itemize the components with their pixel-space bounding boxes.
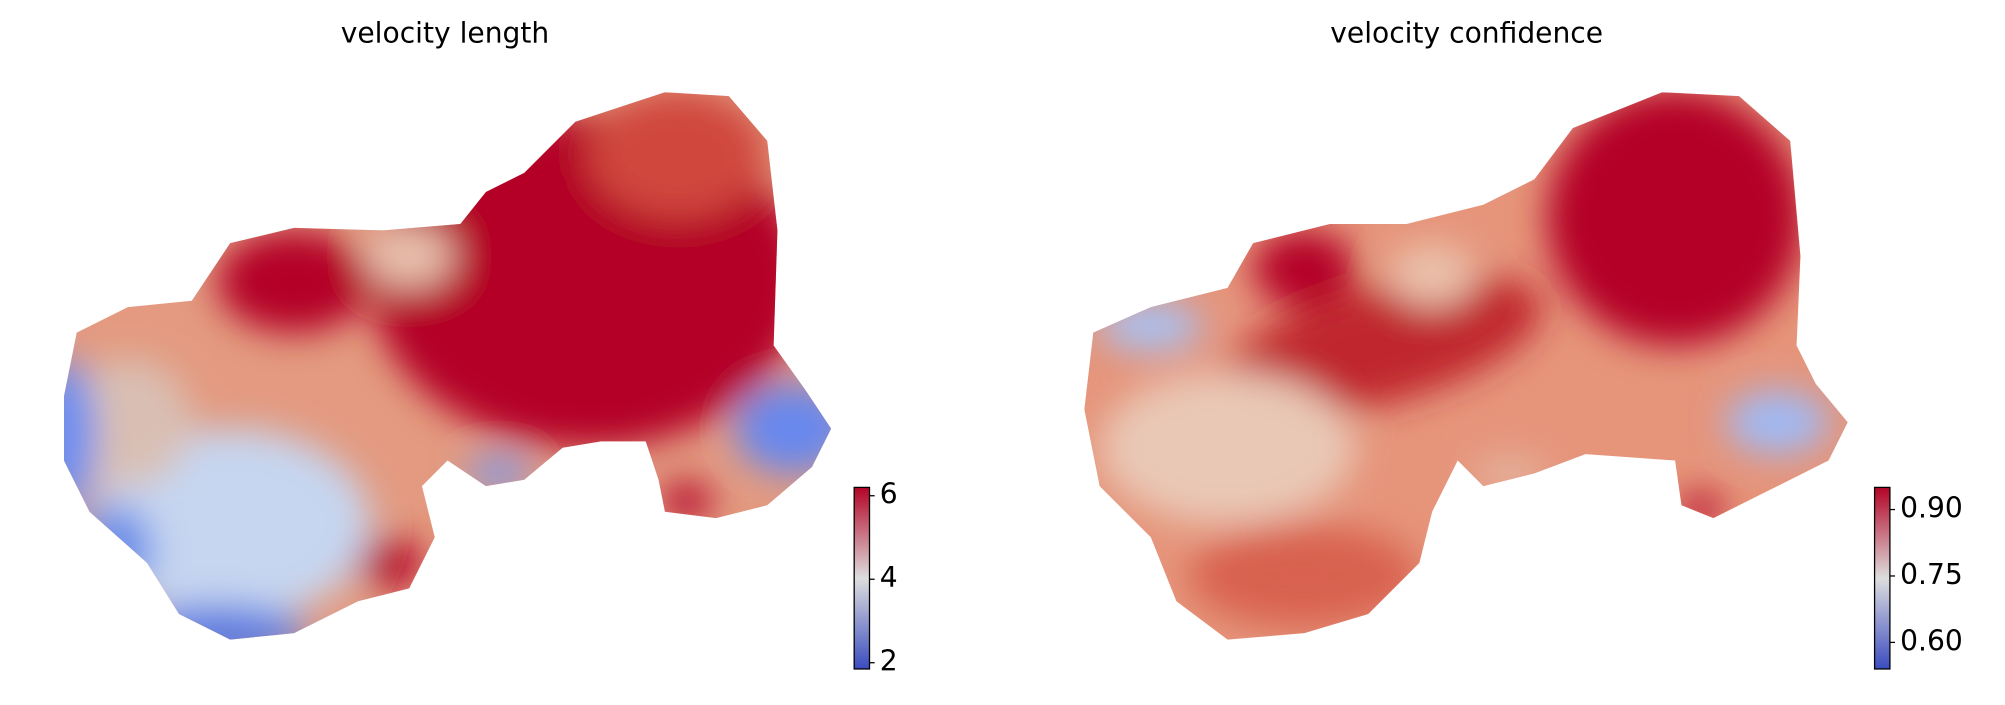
colorbar-tick-label: 0.75 <box>1900 558 1963 591</box>
colorbar-tick-label: 6 <box>880 478 898 511</box>
embedding-left <box>63 92 832 640</box>
colorbar-tick-label: 4 <box>880 561 898 594</box>
embedding-right <box>1084 92 1848 640</box>
colorbar-tick-label: 0.60 <box>1900 624 1963 657</box>
chart-title: velocity confidence <box>1330 17 1603 50</box>
colorbar-tick-label: 0.90 <box>1900 492 1963 525</box>
colorbar <box>853 486 871 670</box>
chart-title: velocity length <box>341 17 550 50</box>
colorbar-tick-label: 2 <box>880 645 898 678</box>
colorbar <box>1873 486 1891 670</box>
